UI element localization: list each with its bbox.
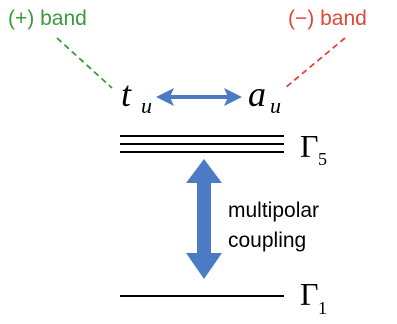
plus-band-leader [56, 37, 113, 89]
au-base: a [248, 74, 266, 114]
gamma5-label: Γ 5 [300, 128, 327, 169]
tu-subscript: u [141, 93, 152, 118]
gamma1-base: Γ [300, 276, 319, 312]
gamma5-subscript: 5 [318, 149, 327, 169]
gamma1-label: Γ 1 [300, 276, 327, 318]
minus-band-label: (−) band [288, 7, 367, 30]
horizontal-double-arrow [156, 88, 242, 106]
au-subscript: u [270, 93, 281, 118]
gamma5-level-lines [120, 135, 284, 153]
gamma5-base: Γ [300, 128, 319, 164]
tu-base: t [121, 74, 132, 114]
coupling-label-line2: coupling [228, 229, 306, 252]
plus-band-label: (+) band [8, 7, 87, 30]
au-symbol: a u [248, 74, 281, 118]
minus-band-leader [284, 37, 346, 89]
gamma1-subscript: 1 [318, 298, 327, 318]
vertical-double-arrow [186, 159, 222, 279]
coupling-label-line1: multipolar [228, 199, 319, 222]
tu-symbol: t u [121, 74, 152, 118]
